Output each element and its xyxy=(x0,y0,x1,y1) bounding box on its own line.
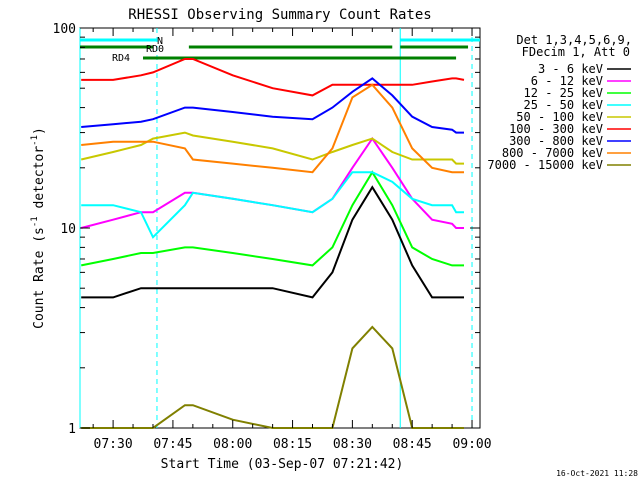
legend-label-6: 300 - 800 keV xyxy=(509,134,603,148)
legend-label-3: 25 - 50 keV xyxy=(524,98,603,112)
series-line-0 xyxy=(81,185,464,299)
y-axis-label-mid: detector xyxy=(32,146,47,217)
series-line-5 xyxy=(81,58,465,97)
legend-label-8: 7000 - 15000 keV xyxy=(487,158,603,172)
y-tick-label: 10 xyxy=(60,222,76,237)
series-line-8 xyxy=(81,325,464,429)
y-axis-label-exp1: -1 xyxy=(30,216,40,227)
legend-label-2: 12 - 25 keV xyxy=(524,86,603,100)
y-axis-label-exp2: -1 xyxy=(30,135,40,146)
series-line-6 xyxy=(81,77,464,134)
legend-label-1: 6 - 12 keV xyxy=(531,74,603,88)
legend-label-7: 800 - 7000 keV xyxy=(502,146,603,160)
x-tick-label: 07:30 xyxy=(94,437,133,452)
chart-title: RHESSI Observing Summary Count Rates xyxy=(128,7,431,23)
y-axis-label-end: ) xyxy=(32,127,47,135)
y-axis: 1 10 100 xyxy=(53,22,480,437)
y-axis-label: Count Rate (s-1 detector-1) xyxy=(30,127,47,329)
y-tick-label: 1 xyxy=(68,422,76,437)
y-axis-label-main: Count Rate (s xyxy=(32,227,47,329)
series-line-3 xyxy=(81,171,464,239)
x-tick-label: 08:15 xyxy=(273,437,312,452)
legend-header-line-1: Det 1,3,4,5,6,9, xyxy=(516,33,632,47)
x-tick-label: 07:45 xyxy=(153,437,192,452)
flag-label-rd4: RD4 xyxy=(112,53,130,64)
y-tick-label: 100 xyxy=(53,22,76,37)
legend: Det 1,3,4,5,6,9, FDecim 1, Att 0 3 - 6 k… xyxy=(487,33,632,172)
x-axis-label: Start Time (03-Sep-07 07:21:42) xyxy=(161,457,404,472)
series-line-7 xyxy=(81,83,464,174)
series-line-4 xyxy=(80,131,464,165)
legend-label-5: 100 - 300 keV xyxy=(509,122,603,136)
legend-label-0: 3 - 6 keV xyxy=(538,62,603,76)
x-tick-label: 08:45 xyxy=(393,437,432,452)
x-axis: 07:30 07:45 08:00 08:15 08:30 08:45 09:00 xyxy=(92,28,492,452)
legend-header-line-2: FDecim 1, Att 0 xyxy=(522,45,630,59)
timestamp: 16-Oct-2021 11:28 xyxy=(556,469,638,478)
series-line-2 xyxy=(81,170,464,267)
plot-frame xyxy=(79,27,481,429)
x-tick-label: 09:00 xyxy=(452,437,491,452)
series-line-1 xyxy=(80,136,464,229)
legend-label-4: 50 - 100 keV xyxy=(516,110,603,124)
data-series xyxy=(80,58,465,429)
flag-label-n: N xyxy=(157,36,163,47)
x-tick-label: 08:30 xyxy=(333,437,372,452)
x-tick-label: 08:00 xyxy=(213,437,252,452)
flag-label-rd0: RD0 xyxy=(146,44,164,55)
